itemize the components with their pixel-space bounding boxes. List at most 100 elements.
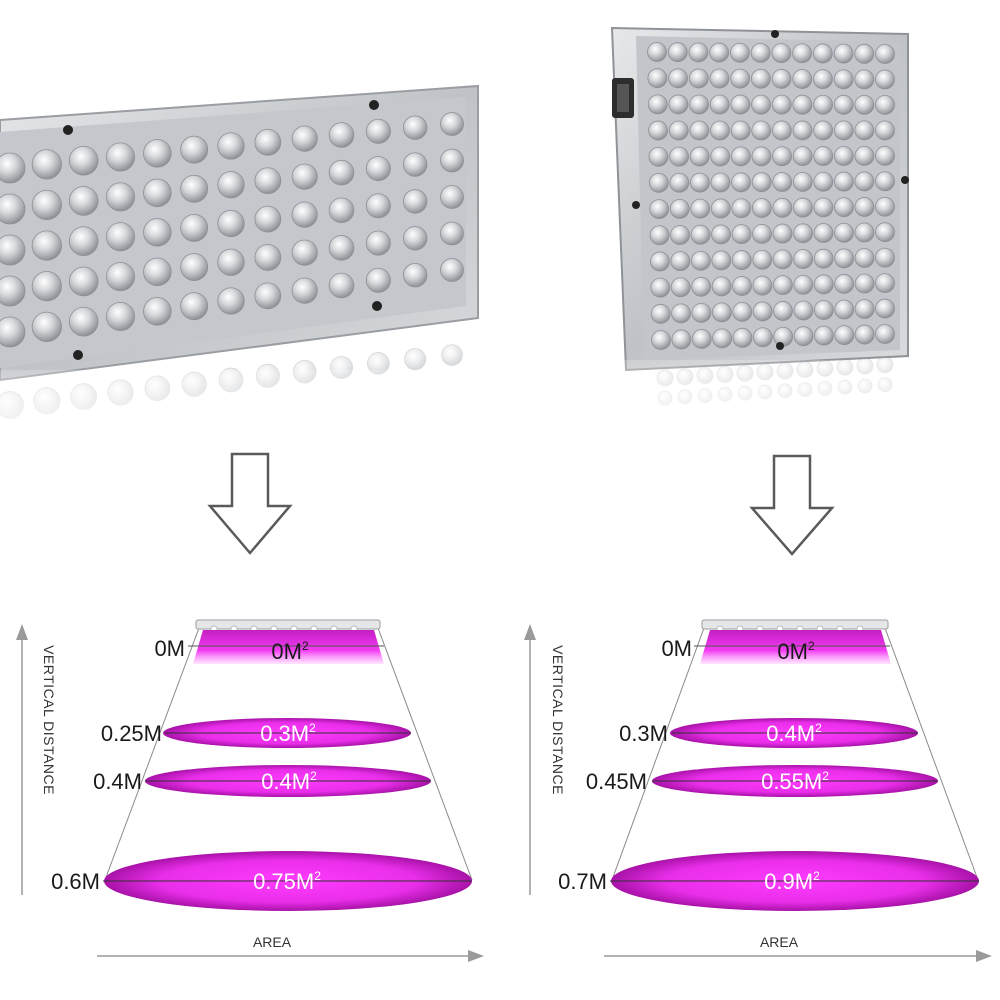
led-bulb (712, 328, 732, 349)
led-bulb (771, 94, 792, 115)
led-bulb (68, 306, 99, 337)
led-bulb (752, 223, 772, 244)
led-bulb (813, 120, 834, 141)
led-bulb (709, 68, 730, 89)
led-bulb (854, 120, 875, 141)
led-bulb (854, 69, 875, 90)
right-axis-arrow-icon (604, 950, 992, 962)
led-bulb (812, 43, 833, 64)
led-bulb (875, 196, 895, 217)
led-bulb (365, 118, 391, 144)
led-bulb (710, 198, 731, 219)
led-bulb (834, 197, 854, 218)
led-bulb (792, 171, 813, 192)
led-bulb (875, 95, 895, 115)
led-bulb (793, 326, 814, 347)
led-bulb (291, 239, 318, 266)
led-bulb (792, 43, 812, 64)
led-bulb (854, 248, 875, 268)
down-arrow-icon (207, 452, 293, 555)
led-bulb (690, 250, 711, 271)
led-bulb (730, 146, 751, 167)
led-bulb (772, 275, 793, 296)
led-bulb (771, 43, 792, 63)
led-bulb (31, 230, 62, 261)
led-bulb (731, 172, 751, 193)
led-bulb (143, 297, 172, 326)
led-bulb (440, 221, 464, 246)
led-bulb (711, 276, 732, 297)
led-bulb (751, 146, 772, 167)
led-bulb (365, 156, 391, 182)
right-axis-arrow-icon (97, 950, 484, 962)
led-bulb (669, 172, 690, 193)
led-bulb (854, 299, 875, 319)
led-bulb (732, 302, 753, 322)
led-bulb (105, 222, 136, 252)
led-bulb (730, 68, 751, 89)
led-bulb (105, 262, 136, 292)
coverage-diagram-right: VERTICAL DISTANCE AREA 0M 0.3M 0 (524, 619, 992, 962)
led-bulb (732, 327, 753, 348)
led-bulb (773, 326, 794, 347)
distance-label: 0.45M (586, 769, 647, 794)
led-bulb (217, 248, 245, 276)
distance-label: 0.4M (93, 769, 142, 794)
led-bulb (752, 275, 773, 296)
led-bulb (31, 271, 62, 302)
area-label: 0.4M2 (261, 769, 317, 794)
led-bulb (730, 42, 750, 63)
led-bulb (328, 159, 355, 186)
led-reflection (404, 348, 427, 371)
area-label: 0.3M2 (260, 721, 316, 746)
led-bulb (690, 198, 711, 219)
led-bulb (833, 146, 854, 166)
led-bulb (648, 173, 669, 193)
led-bulb (751, 198, 772, 218)
axis-x-label: AREA (760, 934, 799, 950)
led-bulb (668, 94, 689, 115)
led-bulb (731, 198, 752, 219)
led-bulb (854, 324, 875, 345)
area-label: 0.55M2 (761, 769, 829, 794)
led-bulb (647, 68, 668, 89)
led-bulb (792, 69, 813, 89)
led-bulb (751, 120, 772, 141)
led-bulb (793, 249, 814, 269)
led-bulb (68, 145, 99, 176)
distance-label: 0M (154, 636, 185, 661)
led-bulb (875, 222, 895, 243)
led-bulb (291, 125, 318, 152)
led-bulb (254, 167, 282, 195)
led-bulb (650, 277, 671, 298)
led-bulb (669, 198, 690, 219)
led-bulb (143, 139, 172, 168)
led-bulb (854, 273, 875, 294)
led-bulb (254, 128, 282, 156)
led-bulb (31, 311, 62, 342)
distance-label: 0M (661, 636, 692, 661)
led-bulb (670, 277, 691, 298)
axis-y-label: VERTICAL DISTANCE (41, 645, 57, 795)
led-bulb (792, 120, 813, 141)
led-bulb (68, 266, 99, 297)
led-bulb (813, 94, 833, 115)
led-bulb (690, 224, 711, 245)
led-bulb (875, 273, 895, 293)
led-bulb (875, 44, 895, 64)
led-bulb (854, 43, 875, 64)
led-bulb (814, 325, 834, 346)
led-bulb (0, 193, 26, 225)
led-bulb (688, 42, 709, 63)
led-bulb (710, 146, 731, 167)
area-label: 0.75M2 (253, 869, 321, 894)
led-bulb (875, 69, 895, 90)
up-axis-arrow-icon (524, 624, 536, 895)
led-bulb (143, 257, 172, 287)
led-bulb (771, 120, 792, 141)
led-bulb (365, 230, 391, 256)
led-bulb (328, 272, 355, 299)
led-bulb (834, 325, 855, 345)
led-bulb (648, 120, 668, 141)
